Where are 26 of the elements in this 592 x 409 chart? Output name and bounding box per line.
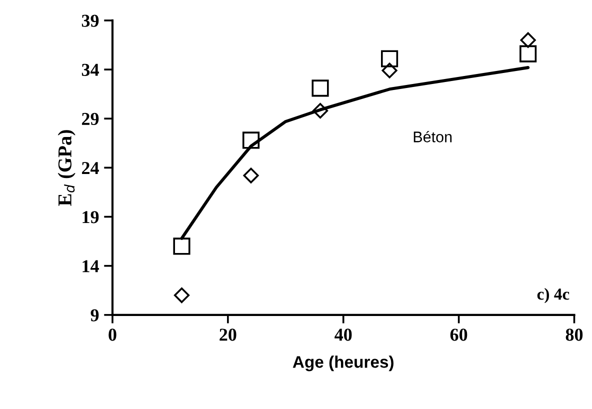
point [382, 62, 398, 78]
y-tick-label: 24 [82, 162, 99, 174]
point [520, 45, 537, 62]
y-tick-label: 34 [82, 64, 99, 76]
y-axis-title: E$_{d}$ (GPa) [58, 130, 76, 206]
point [380, 50, 398, 68]
x-tick-label: 20 [220, 328, 236, 341]
x-tick-label: 0 [108, 328, 116, 341]
point [312, 80, 329, 97]
annotation: c) 4c [537, 288, 570, 304]
y-tick-label: 39 [82, 14, 99, 27]
point [243, 168, 259, 184]
point [242, 132, 260, 149]
x-tick-label: 40 [334, 328, 352, 341]
y-tick-label: 29 [82, 112, 99, 126]
point [173, 238, 190, 255]
y-tick-label: 14 [82, 260, 99, 272]
x-tick-label: 60 [450, 328, 468, 341]
x-tick-label: 80 [566, 328, 583, 341]
point [174, 288, 190, 304]
annotation: Béton [414, 130, 452, 142]
x-axis-title: Age (heures) [292, 356, 394, 372]
y-tick-label: 9 [90, 309, 99, 322]
point [312, 102, 328, 119]
point [520, 32, 536, 48]
y-tick-label: 19 [82, 211, 99, 224]
